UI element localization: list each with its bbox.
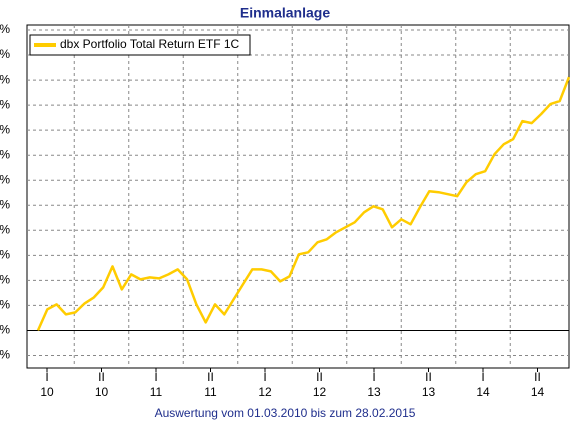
x-tick-label: 11 (204, 385, 217, 399)
x-tick-label: II (207, 370, 214, 384)
x-tick-label: I (263, 370, 266, 384)
legend-label: dbx Portfolio Total Return ETF 1C (60, 37, 240, 51)
y-tick-label: 25% (0, 197, 10, 211)
x-tick-label: I (481, 370, 484, 384)
x-tick-label: 14 (531, 385, 545, 399)
x-tick-label: 10 (95, 385, 109, 399)
x-tick-label: II (425, 370, 432, 384)
y-tick-label: 60% (0, 22, 10, 36)
y-tick-label: 15% (0, 248, 10, 262)
x-tick-label: I (45, 370, 48, 384)
y-tick-label: 55% (0, 47, 10, 61)
y-tick-label: 30% (0, 172, 10, 186)
x-tick-label: I (154, 370, 157, 384)
legend-box (29, 34, 251, 56)
y-tick-label: 20% (0, 222, 10, 236)
y-tick-label: 45% (0, 97, 10, 111)
y-tick-label: -5% (0, 348, 10, 362)
x-tick-label: I (372, 370, 375, 384)
y-tick-label: 35% (0, 147, 10, 161)
x-tick-label: 12 (313, 385, 327, 399)
x-tick-label: 12 (258, 385, 272, 399)
y-tick-label: 5% (0, 298, 10, 312)
x-tick-label: 10 (40, 385, 54, 399)
x-tick-label: II (316, 370, 323, 384)
y-tick-label: 40% (0, 122, 10, 136)
chart-title: Einmalanlage (240, 5, 330, 21)
y-tick-label: 50% (0, 72, 10, 86)
chart-subtitle: Auswertung vom 01.03.2010 bis zum 28.02.… (155, 406, 416, 420)
x-tick-label: 13 (422, 385, 436, 399)
y-tick-label: 0% (0, 323, 10, 337)
x-tick-label: 11 (150, 385, 163, 399)
x-tick-label: 14 (476, 385, 490, 399)
data-line (36, 76, 570, 331)
plot-area (26, 24, 570, 369)
y-tick-label: 10% (0, 273, 10, 287)
x-tick-label: II (98, 370, 105, 384)
x-tick-label: II (534, 370, 541, 384)
x-tick-label: 13 (367, 385, 381, 399)
